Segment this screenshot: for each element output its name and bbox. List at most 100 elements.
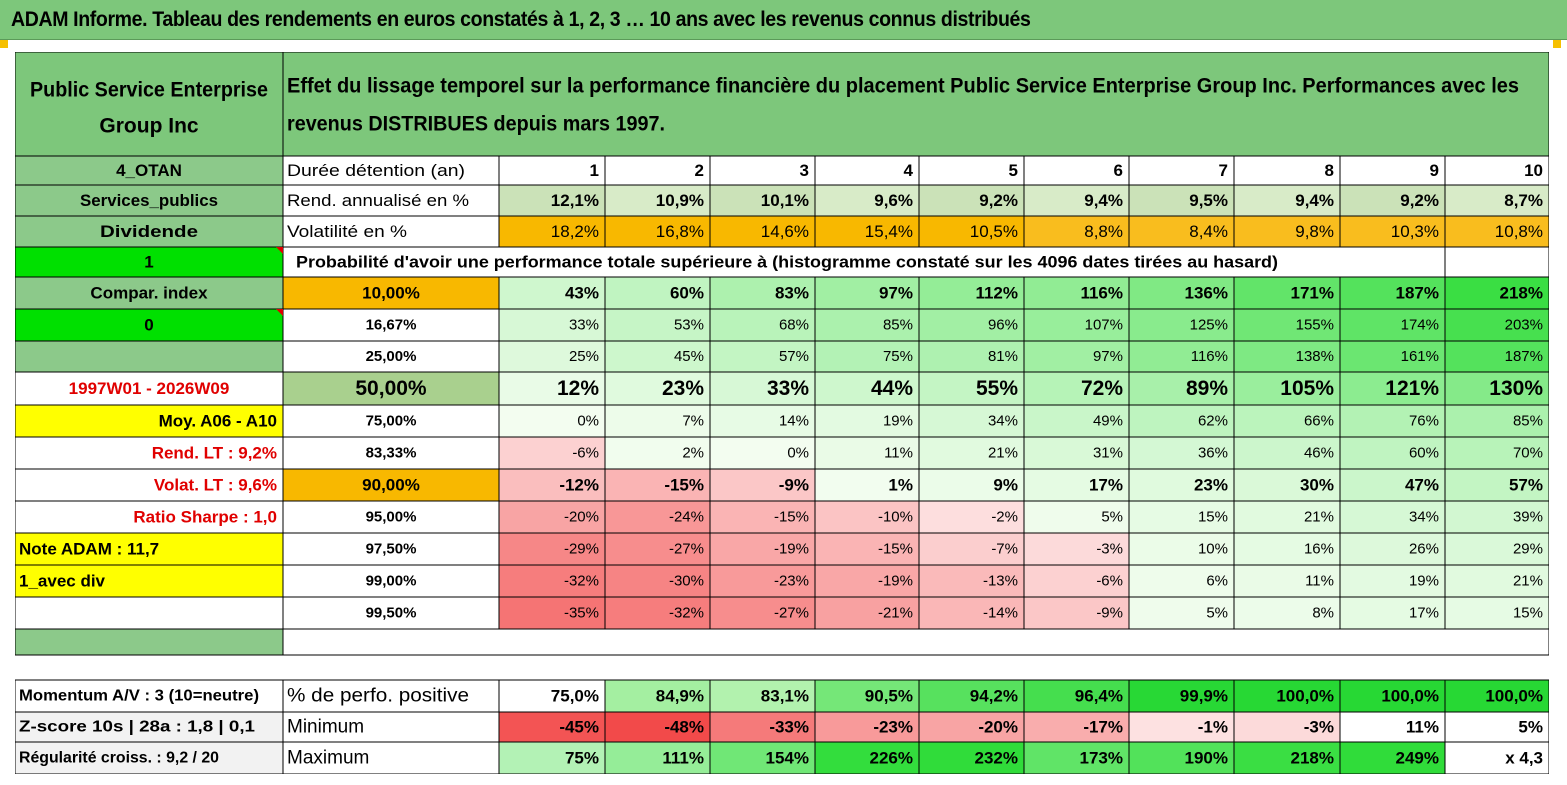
value-text: 99,9% (1180, 687, 1228, 706)
side-label-cell (15, 532, 284, 566)
value-text: -29% (564, 541, 599, 558)
probability-level: 10,00% (362, 284, 420, 303)
value-cell (1444, 308, 1549, 342)
value-cell (1444, 436, 1549, 470)
value-text: x 4,3 (1505, 749, 1543, 768)
value-cell (1023, 340, 1130, 373)
level-cell (282, 308, 500, 342)
value-cell (918, 184, 1025, 217)
value-cell (1339, 564, 1446, 598)
value-text: 34% (988, 413, 1018, 430)
value-text: 15,4% (865, 222, 913, 241)
probability-level: 75,00% (366, 413, 417, 430)
value-cell (918, 404, 1025, 438)
level-cell (282, 532, 500, 566)
value-cell (604, 532, 711, 566)
value-cell (709, 564, 816, 598)
row-label-cell (282, 184, 500, 217)
side-label: Dividende (100, 222, 198, 241)
value-cell (1128, 500, 1235, 534)
value-text: 125% (1190, 317, 1228, 334)
value-text: 44% (871, 377, 913, 400)
value-text: 76% (1409, 413, 1439, 430)
value-cell (1128, 711, 1235, 743)
value-text: 9,2% (979, 191, 1018, 210)
value-text: -1% (1198, 718, 1228, 737)
value-cell (498, 741, 606, 774)
value-text: 85% (883, 317, 913, 334)
probability-level: 99,00% (366, 573, 417, 590)
value-cell (918, 564, 1025, 598)
value-text: -32% (564, 573, 599, 590)
level-cell (282, 564, 500, 598)
value-text: 36% (1198, 445, 1228, 462)
value-text: -6% (1096, 573, 1123, 590)
level-cell (282, 404, 500, 438)
value-text: 232% (975, 749, 1018, 768)
value-text: 10,3% (1391, 222, 1439, 241)
value-text: 23% (662, 377, 704, 400)
value-cell (814, 468, 920, 502)
probability-title: Probabilité d'avoir une performance tota… (296, 253, 1278, 272)
duration-header: 4 (904, 161, 914, 180)
value-cell (709, 155, 816, 186)
value-text: 55% (976, 377, 1018, 400)
value-cell (1023, 741, 1130, 774)
value-cell (498, 500, 606, 534)
value-cell (1444, 184, 1549, 217)
value-text: -9% (779, 476, 809, 495)
value-cell (709, 711, 816, 743)
value-cell (498, 468, 606, 502)
value-text: -45% (559, 718, 599, 737)
value-text: 68% (779, 317, 809, 334)
value-text: -13% (983, 573, 1018, 590)
value-text: 94,2% (970, 687, 1018, 706)
value-cell (498, 596, 606, 630)
side-label: 4_OTAN (116, 161, 182, 180)
value-text: 121% (1385, 377, 1439, 400)
value-text: 19% (1409, 573, 1439, 590)
asset-name-line1: Public Service Enterprise (30, 79, 268, 102)
value-text: 138% (1296, 348, 1334, 365)
value-text: 10,9% (656, 191, 704, 210)
value-text: 174% (1401, 317, 1439, 334)
value-cell (814, 741, 920, 774)
side-label: Compar. index (90, 284, 208, 303)
value-text: 75% (565, 749, 599, 768)
value-text: -15% (878, 541, 913, 558)
value-text: 83% (775, 284, 809, 303)
value-text: 190% (1185, 749, 1228, 768)
value-text: -24% (669, 509, 704, 526)
title-bar: ADAM Informe. Tableau des rendements en … (0, 0, 1567, 40)
value-text: 226% (870, 749, 913, 768)
value-cell (709, 404, 816, 438)
probability-level: 97,50% (366, 541, 417, 558)
value-text: 116% (1080, 284, 1123, 303)
value-text: 25% (569, 348, 599, 365)
value-text: 72% (1081, 377, 1123, 400)
value-cell (604, 679, 711, 713)
value-text: 8,4% (1189, 222, 1228, 241)
side-label: Volat. LT : 9,6% (154, 476, 277, 495)
side-label-cell (15, 468, 284, 502)
value-cell (1339, 215, 1446, 248)
value-cell (604, 436, 711, 470)
row-label: % de perfo. positive (287, 686, 469, 707)
value-text: -15% (774, 509, 809, 526)
value-text: -32% (669, 605, 704, 622)
value-text: 14,6% (761, 222, 809, 241)
value-cell (814, 371, 920, 406)
value-text: 6% (1206, 573, 1228, 590)
side-label-cell (15, 436, 284, 470)
value-cell (918, 276, 1025, 310)
side-label-cell (15, 500, 284, 534)
value-text: -35% (564, 605, 599, 622)
value-cell (814, 532, 920, 566)
value-text: 57% (779, 348, 809, 365)
value-cell (1233, 215, 1341, 248)
value-cell (1444, 532, 1549, 566)
value-text: 62% (1198, 413, 1228, 430)
value-cell (498, 308, 606, 342)
value-text: 154% (766, 749, 809, 768)
description-line2: revenus DISTRIBUES depuis mars 1997. (287, 113, 665, 136)
